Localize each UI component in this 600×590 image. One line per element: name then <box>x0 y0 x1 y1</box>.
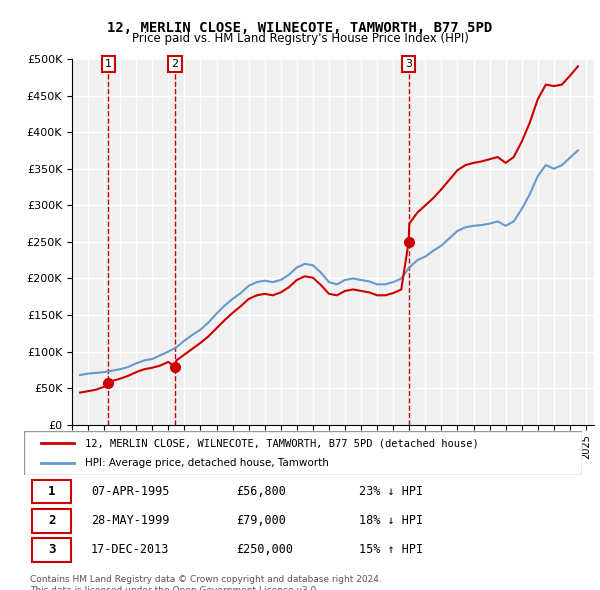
Text: HPI: Average price, detached house, Tamworth: HPI: Average price, detached house, Tamw… <box>85 458 329 467</box>
Text: 3: 3 <box>405 59 412 69</box>
Text: 1: 1 <box>48 485 56 498</box>
Text: 1: 1 <box>105 59 112 69</box>
FancyBboxPatch shape <box>32 538 71 562</box>
Text: 12, MERLIN CLOSE, WILNECOTE, TAMWORTH, B77 5PD: 12, MERLIN CLOSE, WILNECOTE, TAMWORTH, B… <box>107 21 493 35</box>
FancyBboxPatch shape <box>24 431 582 475</box>
FancyBboxPatch shape <box>32 480 71 503</box>
Text: 2: 2 <box>48 514 56 527</box>
Text: 07-APR-1995: 07-APR-1995 <box>91 485 169 498</box>
Text: 3: 3 <box>48 543 56 556</box>
FancyBboxPatch shape <box>32 509 71 533</box>
Text: 12, MERLIN CLOSE, WILNECOTE, TAMWORTH, B77 5PD (detached house): 12, MERLIN CLOSE, WILNECOTE, TAMWORTH, B… <box>85 438 479 448</box>
Text: £79,000: £79,000 <box>236 514 286 527</box>
Text: Price paid vs. HM Land Registry's House Price Index (HPI): Price paid vs. HM Land Registry's House … <box>131 32 469 45</box>
Text: £250,000: £250,000 <box>236 543 293 556</box>
Text: 28-MAY-1999: 28-MAY-1999 <box>91 514 169 527</box>
Text: 18% ↓ HPI: 18% ↓ HPI <box>359 514 423 527</box>
Text: 17-DEC-2013: 17-DEC-2013 <box>91 543 169 556</box>
Text: 23% ↓ HPI: 23% ↓ HPI <box>359 485 423 498</box>
Text: Contains HM Land Registry data © Crown copyright and database right 2024.
This d: Contains HM Land Registry data © Crown c… <box>30 575 382 590</box>
Text: 15% ↑ HPI: 15% ↑ HPI <box>359 543 423 556</box>
Text: £56,800: £56,800 <box>236 485 286 498</box>
Text: 2: 2 <box>172 59 179 69</box>
